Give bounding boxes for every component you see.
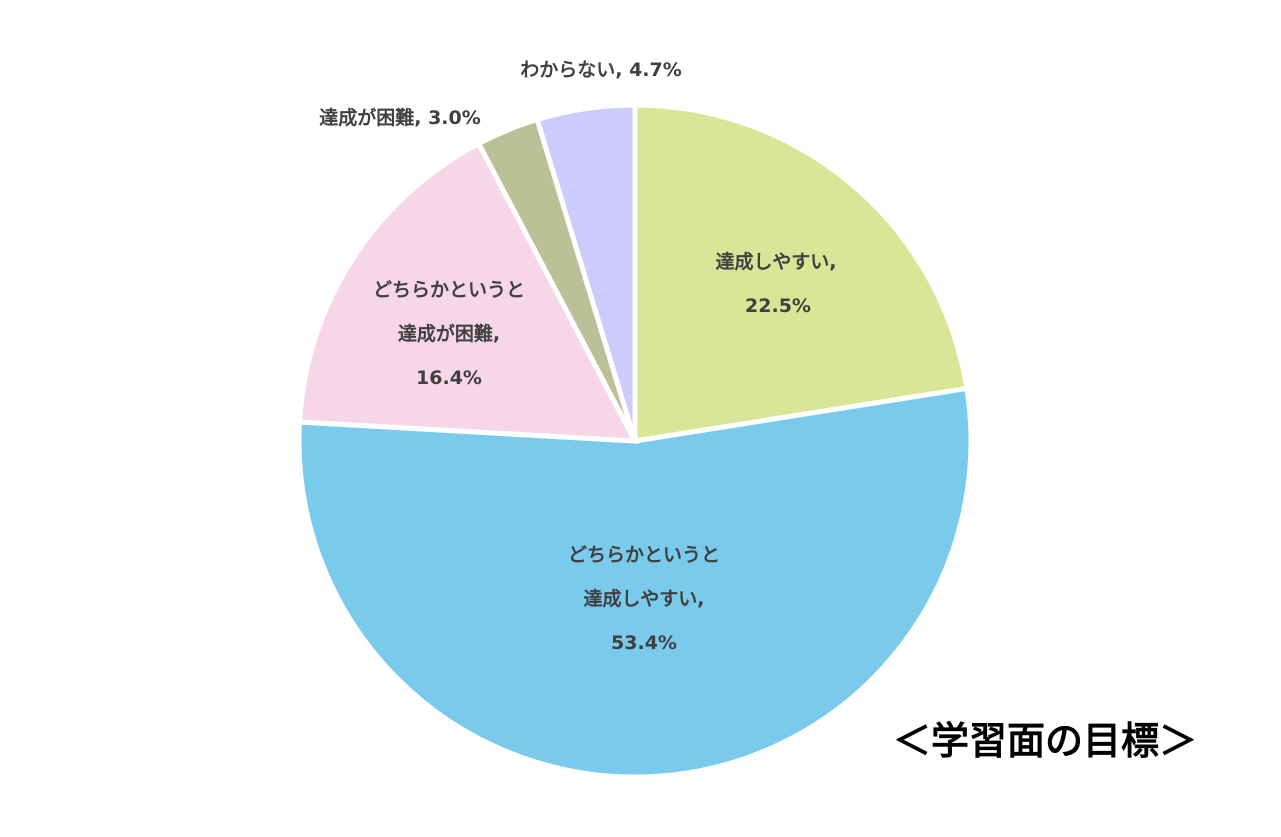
chart-title: ＜学習面の目標＞ bbox=[892, 719, 1197, 763]
slice-label-dochiraka-tasei-konnan: どちらかというと 達成が困難, 16.4% bbox=[373, 279, 525, 389]
slice-label-tasei-konnan: 達成が困難, 3.0% bbox=[319, 106, 481, 129]
slice-label-value: 53.4% bbox=[611, 632, 677, 654]
slice-tasei-shiyasui bbox=[632, 102, 970, 444]
slice-label-tasei-shiyasui: 達成しやすい, 22.5% bbox=[715, 250, 836, 317]
slice-label-value: 22.5% bbox=[745, 295, 811, 317]
slice-dochiraka-tasei-konnan bbox=[296, 140, 640, 444]
pie-slices bbox=[296, 102, 974, 780]
slice-label-line: 達成が困難, bbox=[398, 322, 500, 345]
slice-label-line: どちらかというと bbox=[568, 544, 720, 566]
slice-label-value: 16.4% bbox=[416, 367, 482, 389]
slice-dochiraka-tasei-shiyasui bbox=[296, 385, 974, 780]
slice-label-wakaranai: わからない, 4.7% bbox=[520, 59, 682, 81]
slice-wakaranai bbox=[534, 102, 638, 442]
slice-label-dochiraka-tasei-shiyasui: どちらかというと 達成しやすい, 53.4% bbox=[568, 544, 720, 654]
slice-label-line: 達成しやすい, bbox=[715, 250, 836, 273]
slice-label-line: どちらかというと bbox=[373, 279, 525, 301]
slice-label-line: 達成しやすい, bbox=[583, 587, 704, 610]
